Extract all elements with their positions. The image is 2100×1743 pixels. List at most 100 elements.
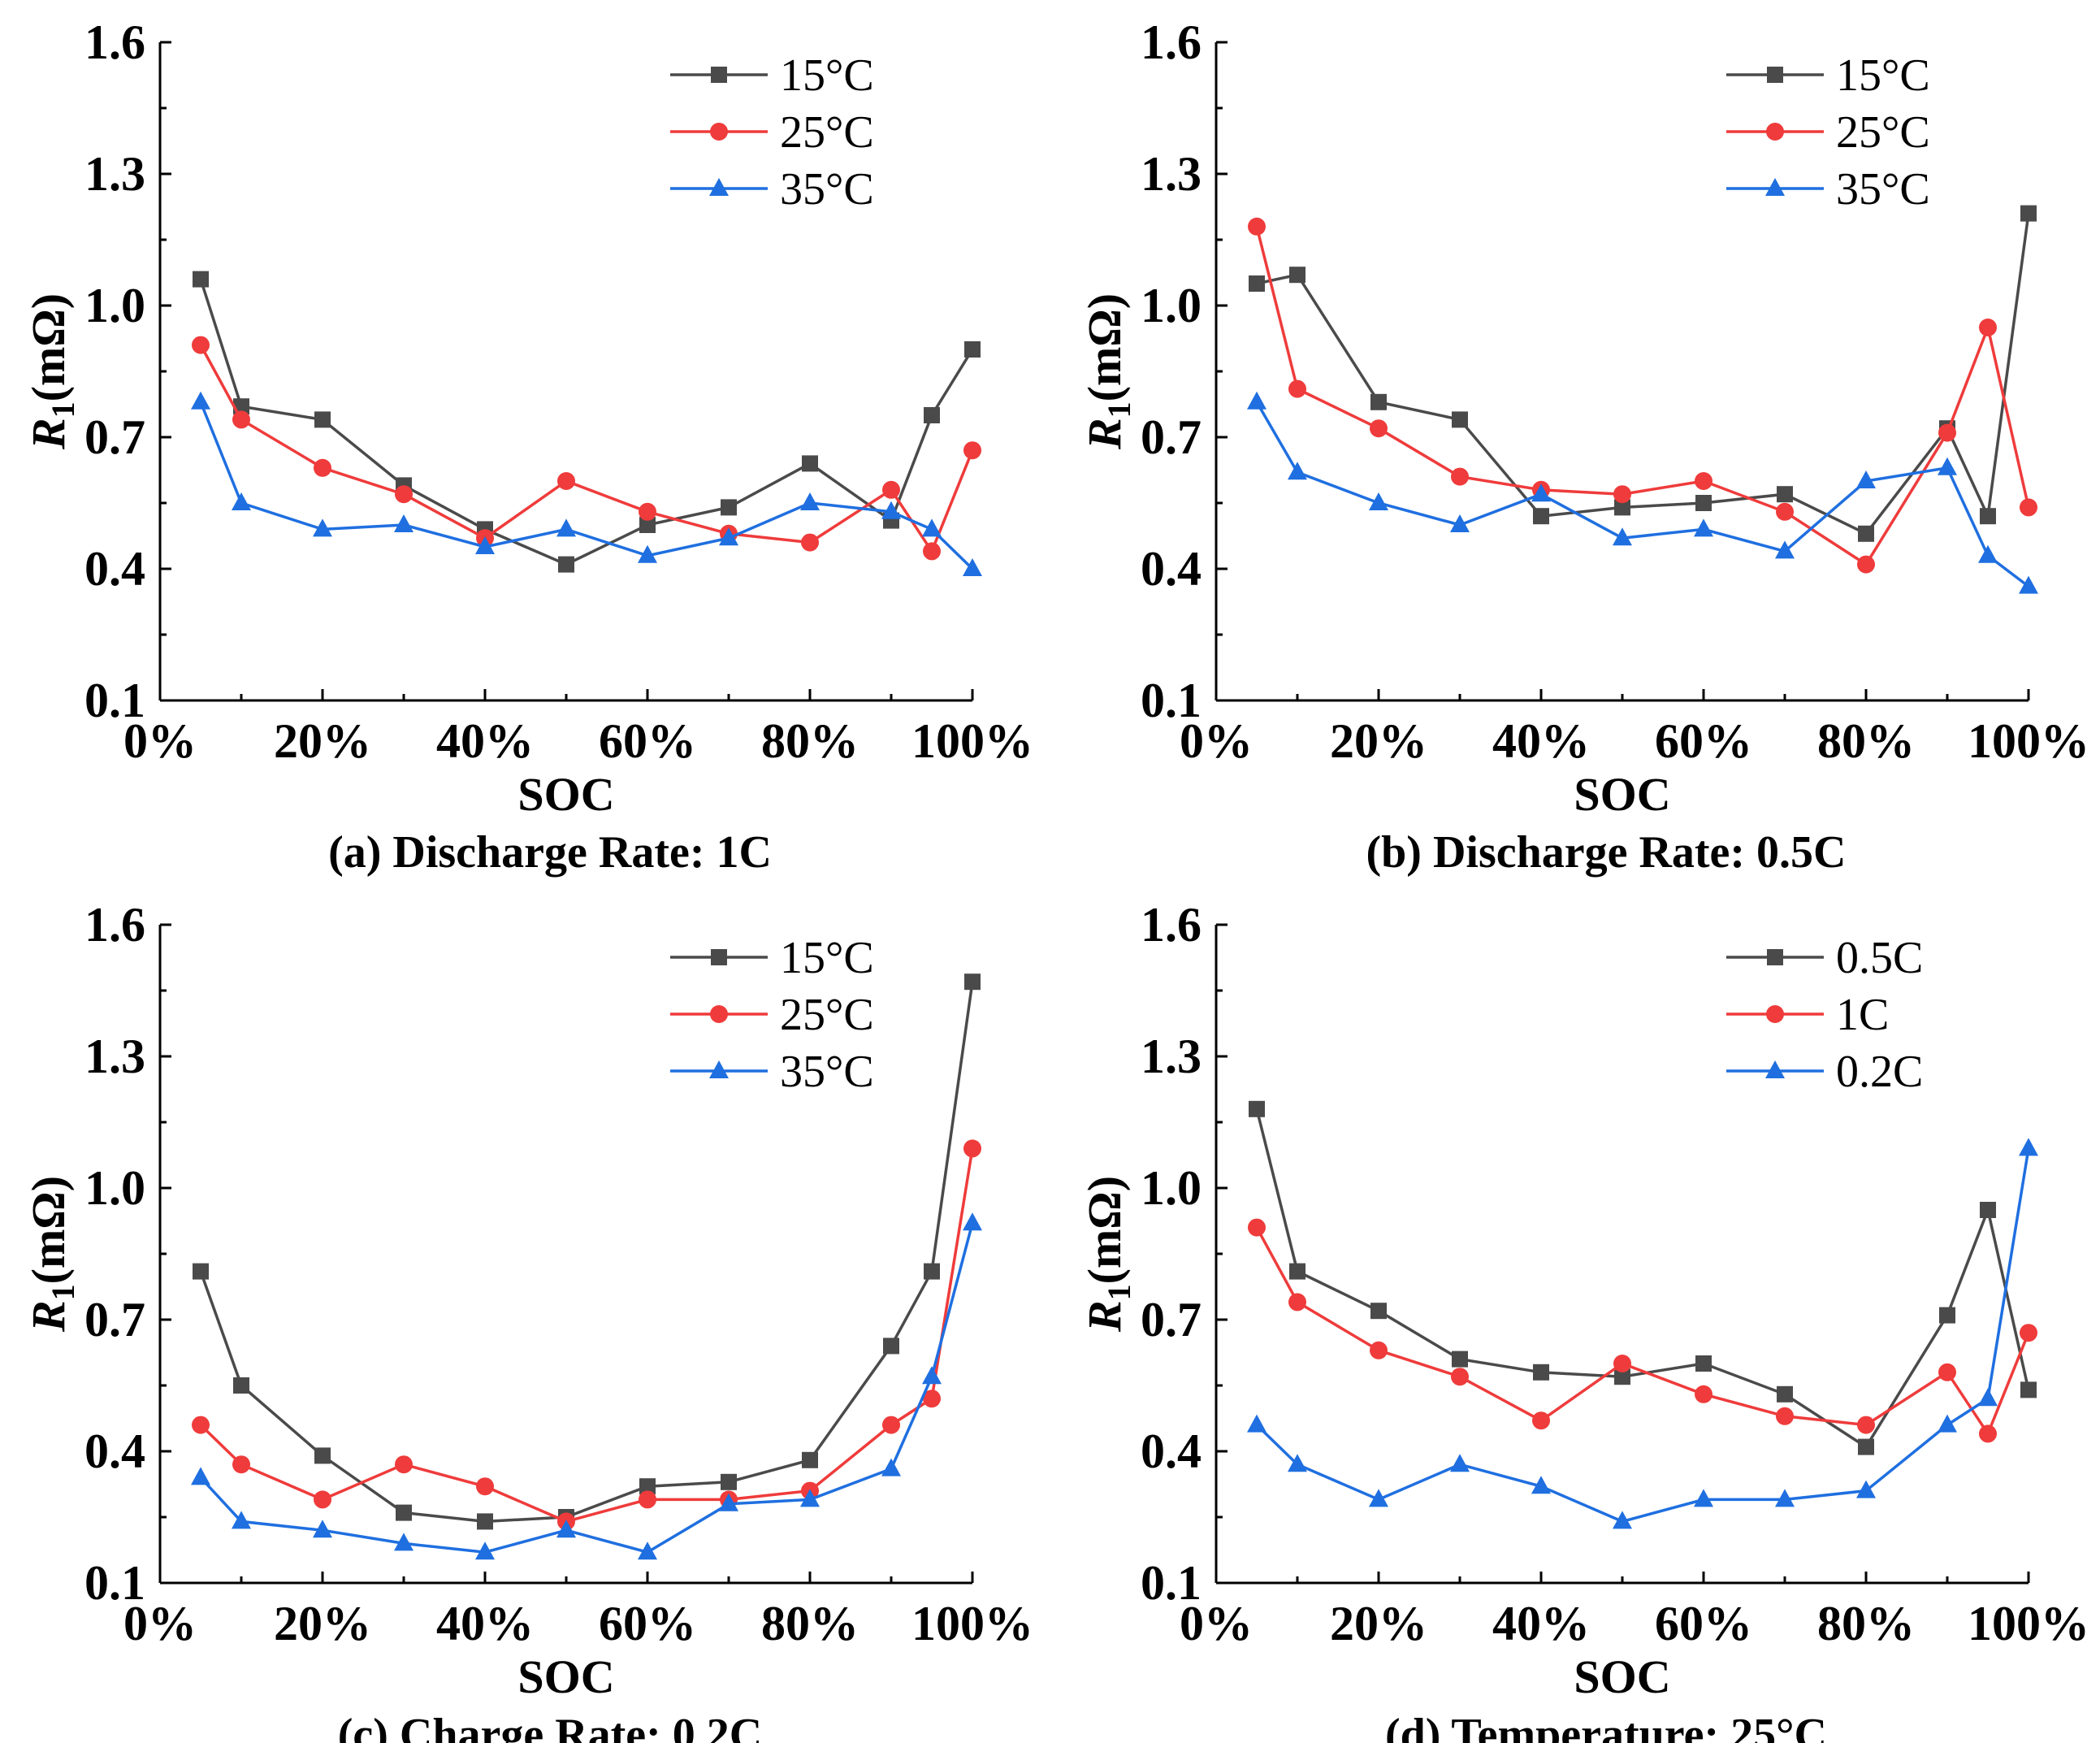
- data-point: [192, 336, 210, 354]
- series-1: [193, 271, 981, 573]
- y-tick-label: 0.7: [1141, 410, 1202, 464]
- legend-marker: [709, 178, 729, 196]
- series-3: [1247, 1138, 2038, 1529]
- y-axis-title: R1(mΩ): [22, 293, 81, 450]
- data-point: [1288, 379, 1306, 398]
- series-line: [1255, 1148, 2030, 1524]
- data-point: [1613, 527, 1632, 546]
- data-point: [1247, 1414, 1266, 1433]
- data-point: [1938, 423, 1956, 442]
- y-axis-unit: (mΩ): [1078, 293, 1131, 401]
- data-point: [556, 1520, 576, 1538]
- data-point: [1450, 1454, 1470, 1472]
- chart-caption: (d) Temperature: 25°C: [1385, 1710, 1827, 1743]
- data-point: [1288, 462, 1307, 480]
- series-1: [193, 973, 981, 1530]
- data-point: [1979, 319, 1997, 336]
- data-point: [1777, 1385, 1793, 1403]
- data-point: [922, 1366, 942, 1385]
- y-tick-label: 0.1: [84, 674, 145, 727]
- data-point: [721, 499, 737, 516]
- data-point: [719, 1493, 738, 1511]
- data-point: [1979, 1424, 1997, 1443]
- data-point: [963, 558, 982, 576]
- legend-label: 15°C: [780, 50, 874, 101]
- data-point: [963, 1212, 982, 1231]
- data-point: [802, 455, 818, 472]
- data-point: [395, 1455, 413, 1474]
- series-line: [199, 279, 974, 566]
- data-point: [232, 410, 250, 429]
- chart-caption: (a) Discharge Rate: 1C: [328, 827, 772, 878]
- data-point: [882, 1416, 900, 1434]
- x-axis-title: SOC: [1574, 1650, 1670, 1703]
- data-point: [475, 536, 495, 554]
- data-point: [1775, 540, 1795, 559]
- legend-label: 35°C: [780, 1047, 874, 1097]
- y-tick-label: 0.1: [1141, 1556, 1202, 1610]
- data-point: [1613, 485, 1631, 504]
- series-line: [1255, 226, 2030, 567]
- y-tick-label: 1.6: [1141, 15, 1202, 69]
- data-point: [314, 1447, 331, 1464]
- data-point: [1370, 1341, 1388, 1359]
- y-axis-symbol: R: [1078, 418, 1131, 450]
- data-point: [2020, 498, 2037, 517]
- data-point: [2020, 1324, 2037, 1342]
- data-point: [1531, 1476, 1551, 1494]
- data-point: [1857, 555, 1875, 574]
- legend-label: 0.5C: [1836, 933, 1923, 983]
- data-point: [1370, 1303, 1387, 1320]
- data-point: [314, 1490, 331, 1509]
- data-point: [1613, 1511, 1632, 1529]
- data-point: [1776, 502, 1794, 521]
- data-point: [882, 480, 900, 499]
- data-point: [476, 1477, 494, 1496]
- data-point: [719, 527, 738, 546]
- y-tick-label: 1.3: [84, 147, 145, 201]
- legend-marker: [1766, 123, 1784, 141]
- data-point: [233, 1377, 249, 1394]
- x-tick-label: 0%: [1180, 1597, 1253, 1650]
- x-tick-label: 60%: [599, 714, 696, 768]
- data-point: [1980, 1202, 1996, 1218]
- legend-label: 35°C: [780, 164, 874, 215]
- legend-label: 25°C: [780, 990, 874, 1040]
- y-axis-title: R1(mΩ): [1078, 293, 1137, 450]
- x-tick-label: 80%: [1817, 1597, 1915, 1650]
- legend-marker: [711, 949, 727, 965]
- data-point: [1777, 486, 1793, 503]
- data-point: [2019, 575, 2038, 594]
- legend-marker: [1766, 1005, 1784, 1023]
- data-point: [881, 501, 901, 519]
- y-tick-label: 0.4: [1141, 1424, 1202, 1478]
- data-point: [1531, 483, 1551, 502]
- y-axis-subscript: 1: [45, 401, 81, 418]
- chart-panel-3: 0.1 0.4 0.7 1.0 1.3 1.6 0% 20% 40% 60% 80% 100% SOC R…: [22, 898, 1033, 1743]
- x-tick-label: 20%: [274, 714, 371, 768]
- data-point: [639, 517, 656, 533]
- data-point: [1614, 1368, 1630, 1385]
- data-point: [191, 391, 210, 410]
- data-point: [1856, 1480, 1876, 1498]
- legend-label: 35°C: [1836, 164, 1930, 215]
- series-line: [199, 344, 974, 555]
- data-point: [1857, 1416, 1875, 1434]
- legend-marker: [1767, 949, 1783, 965]
- series-3: [191, 1212, 982, 1560]
- data-point: [1858, 1438, 1874, 1455]
- data-point: [394, 1533, 414, 1551]
- y-axis-subscript: 1: [1101, 401, 1137, 418]
- data-point: [1695, 495, 1712, 511]
- data-point: [1978, 1388, 1998, 1407]
- data-point: [232, 492, 251, 510]
- y-tick-label: 1.3: [84, 1030, 145, 1083]
- legend-label: 25°C: [1836, 107, 1930, 158]
- x-tick-label: 0%: [123, 714, 197, 768]
- data-point: [639, 1490, 656, 1509]
- data-point: [314, 411, 331, 428]
- y-tick-label: 1.0: [1141, 1161, 1202, 1215]
- series-line: [1255, 1108, 2030, 1450]
- data-point: [232, 1511, 251, 1529]
- legend-marker: [1767, 67, 1783, 83]
